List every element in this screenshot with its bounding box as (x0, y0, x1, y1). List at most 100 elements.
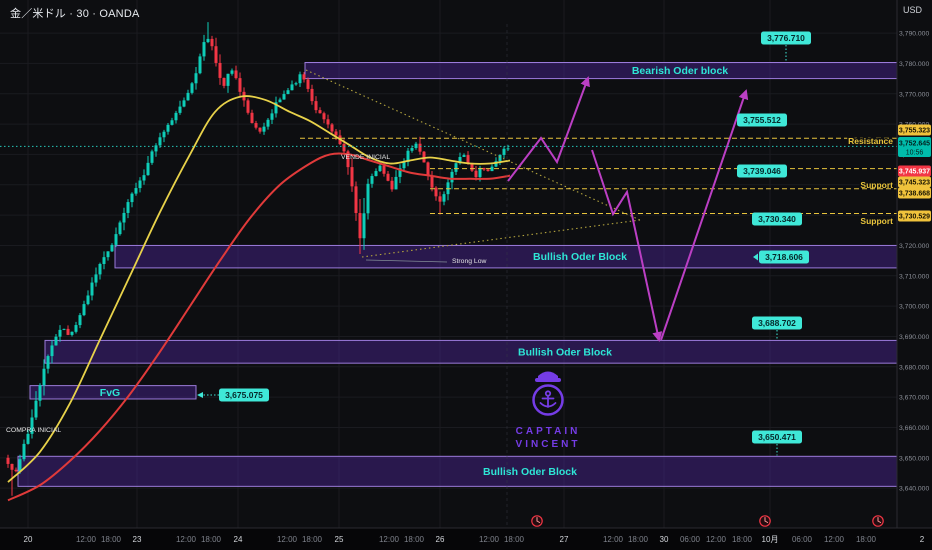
watermark-line1: CAPTAIN (515, 426, 581, 437)
svg-text:3,752.645: 3,752.645 (899, 141, 930, 148)
svg-text:18:00: 18:00 (504, 535, 525, 544)
symbol-title[interactable]: 金／米ドル · 30 · OANDA (10, 8, 140, 20)
svg-text:27: 27 (560, 535, 569, 544)
svg-text:3,780.000: 3,780.000 (899, 61, 929, 68)
svg-text:3,650.471: 3,650.471 (758, 432, 796, 442)
svg-text:3,730.529: 3,730.529 (899, 214, 930, 221)
svg-text:18:00: 18:00 (856, 535, 877, 544)
svg-text:06:00: 06:00 (680, 535, 701, 544)
svg-text:3,680.000: 3,680.000 (899, 364, 929, 371)
zone-label: Bullish Oder Block (533, 251, 627, 263)
svg-text:18:00: 18:00 (101, 535, 122, 544)
left-arrow-icon (753, 253, 758, 261)
level-price-box (898, 210, 931, 222)
svg-text:3,700.000: 3,700.000 (899, 304, 929, 311)
order-blocks: Bearish Oder block Bullish Oder Block Bull… (17, 62, 898, 487)
zone-price-tag[interactable]: 3,718.606 (759, 250, 809, 264)
bullish-order-block-3[interactable]: Bullish Oder Block (17, 455, 898, 487)
watermark-line2: VINCENT (515, 439, 581, 450)
svg-text:24: 24 (234, 535, 243, 544)
currency-label[interactable]: USD (903, 5, 923, 15)
level-price-box (898, 187, 931, 199)
svg-text:18:00: 18:00 (732, 535, 753, 544)
zone-price-tag[interactable]: 3,650.471 (752, 430, 802, 444)
svg-text:3,640.000: 3,640.000 (899, 486, 929, 493)
current-price-box (898, 137, 931, 157)
svg-text:3,755.323: 3,755.323 (899, 128, 930, 135)
svg-text:26: 26 (436, 535, 445, 544)
trendline[interactable] (361, 219, 641, 258)
pivot-price-tag[interactable]: 3,739.046 (737, 164, 787, 178)
projection-arrow[interactable] (507, 76, 590, 182)
svg-text:3,745.323: 3,745.323 (899, 180, 930, 187)
svg-text:3,718.606: 3,718.606 (765, 252, 803, 262)
svg-text:10月: 10月 (762, 535, 779, 544)
svg-text:3,739.046: 3,739.046 (743, 166, 781, 176)
svg-text:3,770.000: 3,770.000 (899, 91, 929, 98)
svg-text:3,720.000: 3,720.000 (899, 243, 929, 250)
svg-text:06:00: 06:00 (792, 535, 813, 544)
svg-text:3,690.000: 3,690.000 (899, 334, 929, 341)
svg-text:3,650.000: 3,650.000 (899, 455, 929, 462)
bullish-order-block-2[interactable]: Bullish Oder Block (44, 339, 898, 364)
time-axis[interactable]: 20 12:00 18:00 23 12:00 18:00 24 12:00 18:00 25 12… (0, 527, 932, 550)
zone-price-tag[interactable]: 3,776.710 (761, 31, 811, 45)
captain-logo-icon (532, 371, 564, 416)
svg-text:3,730.340: 3,730.340 (758, 214, 796, 224)
annotation-pointer (365, 259, 448, 263)
economic-event-icon[interactable] (531, 515, 543, 527)
zone-label: Bullish Oder Block (483, 466, 577, 478)
ma-yellow-line (7, 95, 511, 483)
bearish-order-block[interactable]: Bearish Oder block (304, 62, 898, 80)
price-axis[interactable]: 3,790.0003,780.0003,770.0003,760.0003,75… (896, 0, 932, 550)
svg-text:3,660.000: 3,660.000 (899, 425, 929, 432)
zone-label: Bullish Oder Block (518, 346, 612, 358)
level-label: Support (860, 180, 893, 190)
svg-text:12:00: 12:00 (379, 535, 400, 544)
svg-text:30: 30 (660, 535, 669, 544)
alert-price-box (898, 165, 931, 177)
svg-text:3,755.512: 3,755.512 (743, 115, 781, 125)
zone-label: FvG (100, 387, 120, 399)
left-arrow-icon (197, 392, 203, 398)
economic-event-icon[interactable] (759, 515, 771, 527)
svg-text:18:00: 18:00 (628, 535, 649, 544)
annotation-text[interactable]: COMPRA INICIAL (6, 427, 61, 434)
svg-text:3,776.710: 3,776.710 (767, 33, 805, 43)
svg-text:23: 23 (133, 535, 142, 544)
fvg-zone[interactable]: FvG (29, 385, 197, 400)
pivot-price-tag[interactable]: 3,755.512 (737, 113, 787, 127)
svg-text:3,688.702: 3,688.702 (758, 318, 796, 328)
annotation-text[interactable]: VENDE INICIAL (341, 154, 390, 161)
svg-text:12:00: 12:00 (76, 535, 97, 544)
annotation-text[interactable]: Strong Low (452, 258, 486, 265)
svg-text:2: 2 (920, 535, 925, 544)
svg-text:3,745.937: 3,745.937 (899, 169, 930, 176)
projection-arrow[interactable] (591, 149, 663, 342)
svg-text:18:00: 18:00 (404, 535, 425, 544)
svg-text:3,670.000: 3,670.000 (899, 395, 929, 402)
pivot-price-tag[interactable]: 3,730.340 (752, 212, 802, 226)
svg-text:10:56: 10:56 (906, 150, 924, 157)
svg-text:20: 20 (24, 535, 33, 544)
level-price-box (898, 124, 931, 136)
level-label: Support (860, 216, 893, 226)
zone-price-tag[interactable]: 3,688.702 (752, 316, 802, 330)
level-label: Resistance (848, 136, 893, 146)
svg-text:3,790.000: 3,790.000 (899, 31, 929, 38)
zone-price-tag[interactable]: 3,675.075 (219, 388, 269, 402)
svg-text:25: 25 (335, 535, 344, 544)
svg-text:3,738.668: 3,738.668 (899, 191, 930, 198)
svg-text:12:00: 12:00 (706, 535, 727, 544)
ma-red-line (7, 152, 511, 502)
svg-text:18:00: 18:00 (201, 535, 222, 544)
svg-text:3,675.075: 3,675.075 (225, 390, 263, 400)
brand-watermark: CAPTAIN VINCENT (487, 366, 609, 451)
projection-arrow[interactable] (660, 89, 749, 341)
svg-text:3,710.000: 3,710.000 (899, 273, 929, 280)
level-price-box (898, 176, 931, 188)
svg-text:12:00: 12:00 (176, 535, 197, 544)
economic-event-icon[interactable] (872, 515, 884, 527)
